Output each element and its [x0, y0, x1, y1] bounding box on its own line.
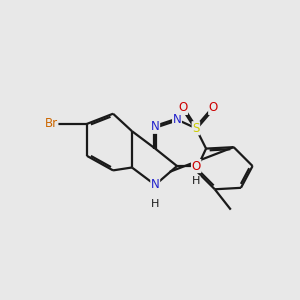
Text: N: N	[172, 113, 182, 126]
Text: O: O	[209, 101, 218, 114]
Text: N: N	[151, 178, 160, 191]
Text: H: H	[191, 176, 200, 186]
Text: Br: Br	[45, 117, 58, 130]
Text: N: N	[151, 120, 160, 133]
Text: O: O	[191, 160, 201, 172]
Text: S: S	[192, 122, 200, 135]
Text: H: H	[151, 199, 159, 209]
Text: O: O	[178, 101, 188, 114]
